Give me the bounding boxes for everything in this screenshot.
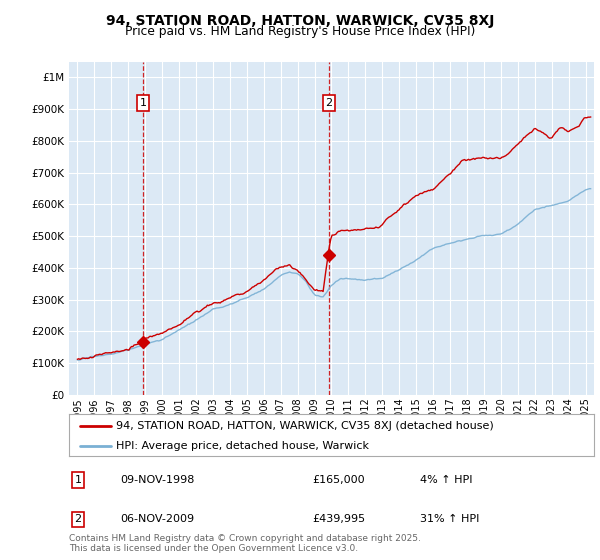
Text: 1: 1 [139, 98, 146, 108]
Text: 4% ↑ HPI: 4% ↑ HPI [420, 475, 473, 485]
Text: HPI: Average price, detached house, Warwick: HPI: Average price, detached house, Warw… [116, 441, 369, 451]
Text: 06-NOV-2009: 06-NOV-2009 [120, 515, 194, 524]
Text: 2: 2 [325, 98, 332, 108]
Text: Contains HM Land Registry data © Crown copyright and database right 2025.
This d: Contains HM Land Registry data © Crown c… [69, 534, 421, 553]
Text: 31% ↑ HPI: 31% ↑ HPI [420, 515, 479, 524]
Text: 94, STATION ROAD, HATTON, WARWICK, CV35 8XJ (detached house): 94, STATION ROAD, HATTON, WARWICK, CV35 … [116, 421, 494, 431]
Text: 2: 2 [74, 515, 82, 524]
Text: £439,995: £439,995 [312, 515, 365, 524]
Text: £165,000: £165,000 [312, 475, 365, 485]
Text: 94, STATION ROAD, HATTON, WARWICK, CV35 8XJ: 94, STATION ROAD, HATTON, WARWICK, CV35 … [106, 14, 494, 28]
Text: 09-NOV-1998: 09-NOV-1998 [120, 475, 194, 485]
Text: Price paid vs. HM Land Registry's House Price Index (HPI): Price paid vs. HM Land Registry's House … [125, 25, 475, 38]
Text: 1: 1 [74, 475, 82, 485]
